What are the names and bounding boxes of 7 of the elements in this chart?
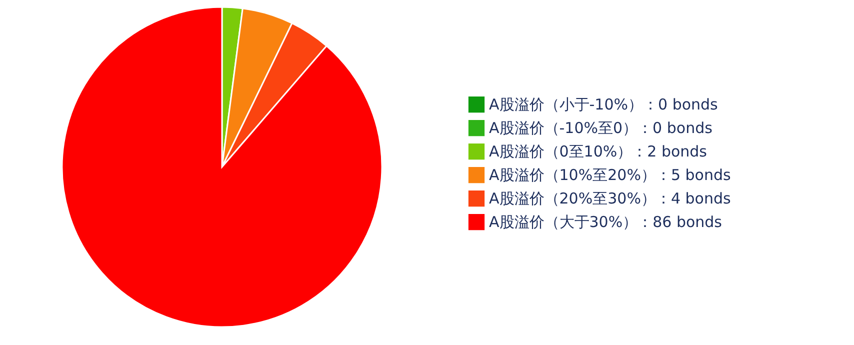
legend-label: A股溢价（0至10%）：2 bonds bbox=[489, 142, 708, 160]
legend-label: A股溢价（小于-10%）：0 bonds bbox=[489, 96, 718, 114]
legend-label: A股溢价（大于30%）：86 bonds bbox=[489, 213, 722, 231]
legend-label: A股溢价（-10%至0）：0 bonds bbox=[489, 119, 713, 137]
legend-label: A股溢价（10%至20%）：5 bonds bbox=[489, 166, 731, 184]
legend-label: A股溢价（20%至30%）：4 bonds bbox=[489, 190, 731, 208]
pie-slice bbox=[61, 6, 383, 328]
